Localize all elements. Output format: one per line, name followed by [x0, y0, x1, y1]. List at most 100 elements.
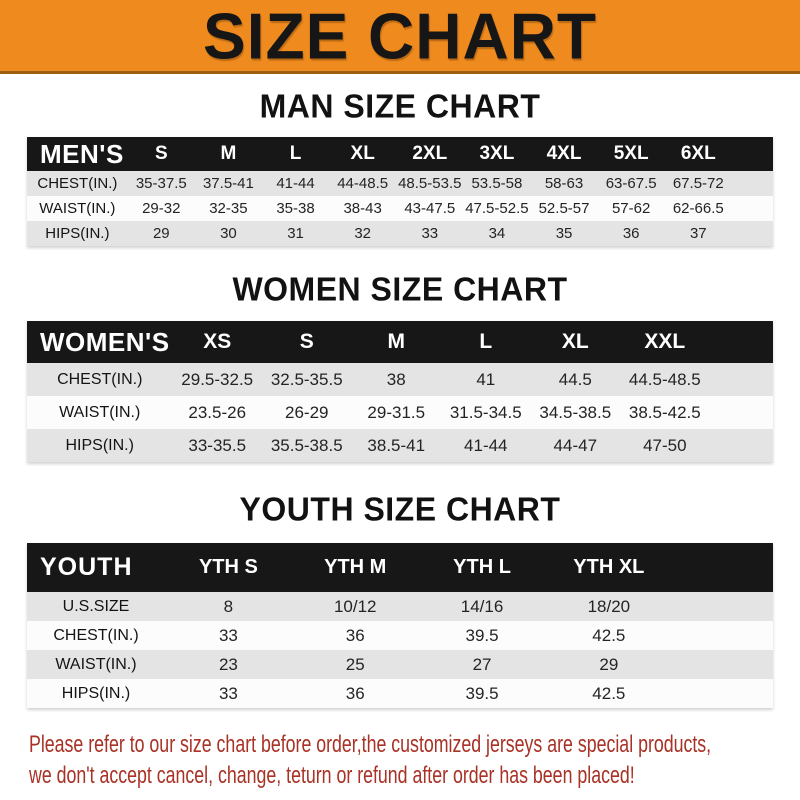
table-row: HIPS(IN.) 29 30 31 32 33 34 35 36 37	[27, 221, 773, 246]
size-column-header: 6XL	[664, 137, 732, 171]
size-value-cell: 39.5	[465, 683, 499, 703]
row-label: WAIST(IN.)	[55, 655, 137, 673]
size-value-cell: 14/16	[460, 596, 504, 616]
size-column-header: XL	[530, 321, 621, 363]
size-column-header: S	[261, 321, 352, 363]
size-column-header: M	[351, 321, 442, 363]
women-section-title: WOMEN SIZE CHART	[232, 270, 568, 308]
youth-section-title: YOUTH SIZE CHART	[239, 490, 561, 528]
row-label: HIPS(IN.)	[45, 225, 110, 242]
size-value-cell: 29	[599, 654, 619, 674]
size-value-cell: 42.5	[592, 683, 626, 703]
spacer-cell	[672, 621, 773, 650]
size-value-cell: 62-66.5	[672, 200, 724, 217]
size-value-cell: 26-29	[285, 402, 329, 422]
size-column-header: L	[441, 321, 531, 363]
table-row: CHEST(IN.) 33 36 39.5 42.5	[27, 621, 773, 650]
row-label: HIPS(IN.)	[61, 684, 131, 702]
banner: SIZE CHART	[0, 0, 800, 74]
size-value-cell: 25	[345, 654, 365, 674]
size-value-cell: 58-63	[544, 175, 584, 192]
size-value-cell: 10/12	[333, 596, 377, 616]
size-value-cell: 23	[218, 654, 238, 674]
size-column-header: YTH L	[418, 543, 546, 592]
size-value-cell: 38-43	[343, 200, 382, 217]
sections-container: MAN SIZE CHART MEN'S S M L XL 2XL 3XL 4XL 5XL 6XL C…	[0, 87, 800, 708]
size-value-cell: 41	[476, 369, 496, 389]
size-value-cell: 29.5-32.5	[181, 369, 254, 389]
size-value-cell: 32-35	[209, 200, 248, 217]
size-value-cell: 31.5-34.5	[449, 402, 522, 422]
size-value-cell: 67.5-72	[672, 175, 724, 192]
spacer-cell	[710, 396, 773, 429]
size-value-cell: 34	[488, 225, 506, 242]
youth-size-table: YOUTH YTH S YTH M YTH L YTH XL U.S.SIZE 8 10/12…	[27, 543, 773, 708]
men-table-label: MEN'S	[27, 137, 128, 171]
table-row: WAIST(IN.) 29-32 32-35 35-38 38-43 43-47.5 47.…	[27, 196, 773, 221]
size-column-header: L	[261, 137, 330, 171]
size-value-cell: 33	[218, 683, 238, 703]
size-value-cell: 47-50	[643, 435, 687, 455]
size-value-cell: 35	[555, 225, 573, 242]
men-size-section: MAN SIZE CHART MEN'S S M L XL 2XL 3XL 4XL 5XL 6XL C…	[0, 87, 800, 246]
spacer-cell	[709, 321, 773, 363]
size-value-cell: 57-62	[611, 200, 651, 217]
size-value-cell: 18/20	[587, 596, 631, 616]
size-column-header: XL	[329, 137, 397, 171]
size-column-header: S	[127, 137, 195, 171]
size-value-cell: 29	[152, 225, 170, 242]
size-value-cell: 34.5-38.5	[539, 402, 612, 422]
youth-header-row: YOUTH YTH S YTH M YTH L YTH XL	[27, 543, 773, 592]
size-value-cell: 38.5-42.5	[628, 402, 701, 422]
spacer-cell	[731, 137, 773, 171]
row-label: WAIST(IN.)	[39, 200, 116, 217]
row-label: CHEST(IN.)	[57, 370, 143, 388]
spacer-cell	[710, 363, 773, 396]
page-title: SIZE CHART	[203, 0, 597, 73]
size-value-cell: 41-44	[276, 175, 315, 192]
size-value-cell: 43-47.5	[404, 200, 456, 217]
size-value-cell: 36	[345, 625, 365, 645]
size-value-cell: 44-48.5	[337, 175, 389, 192]
table-row: CHEST(IN.) 29.5-32.5 32.5-35.5 38 41 44.5 44.5…	[27, 363, 773, 396]
row-label: CHEST(IN.)	[37, 175, 118, 192]
table-row: WAIST(IN.) 23.5-26 26-29 29-31.5 31.5-34.5 34…	[27, 396, 773, 429]
spacer-cell	[672, 592, 773, 621]
table-row: HIPS(IN.) 33 36 39.5 42.5	[27, 679, 773, 708]
size-column-header: XS	[172, 321, 262, 363]
size-value-cell: 38.5-41	[367, 435, 426, 455]
size-column-header: 4XL	[530, 137, 598, 171]
size-column-header: YTH M	[291, 543, 419, 592]
size-value-cell: 44.5-48.5	[628, 369, 701, 389]
size-value-cell: 35-37.5	[135, 175, 187, 192]
women-header-row: WOMEN'S XS S M L XL XXL	[27, 321, 773, 363]
size-value-cell: 23.5-26	[188, 402, 247, 422]
size-column-header: YTH XL	[545, 543, 673, 592]
youth-size-section: YOUTH SIZE CHART YOUTH YTH S YTH M YTH L YTH …	[0, 490, 800, 708]
row-label: CHEST(IN.)	[53, 626, 139, 644]
women-size-section: WOMEN SIZE CHART WOMEN'S XS S M L XL XXL CHEST(I…	[0, 270, 800, 462]
size-value-cell: 35.5-38.5	[270, 435, 343, 455]
row-label: WAIST(IN.)	[59, 403, 141, 421]
size-value-cell: 32.5-35.5	[270, 369, 343, 389]
row-label: HIPS(IN.)	[65, 436, 134, 454]
size-value-cell: 33	[421, 225, 439, 242]
footer-note: Please refer to our size chart before or…	[29, 729, 800, 791]
size-column-header: XXL	[620, 321, 710, 363]
size-column-header: 5XL	[597, 137, 665, 171]
size-value-cell: 44.5	[558, 369, 592, 389]
size-column-header: YTH S	[165, 543, 292, 592]
men-section-title: MAN SIZE CHART	[259, 87, 541, 125]
size-value-cell: 29-31.5	[367, 402, 426, 422]
size-value-cell: 42.5	[592, 625, 626, 645]
men-size-table: MEN'S S M L XL 2XL 3XL 4XL 5XL 6XL CHEST(IN.) 35-37…	[27, 137, 773, 246]
size-value-cell: 33-35.5	[188, 435, 247, 455]
size-value-cell: 36	[345, 683, 365, 703]
size-value-cell: 41-44	[464, 435, 508, 455]
row-label: U.S.SIZE	[62, 597, 130, 615]
spacer-cell	[732, 221, 773, 246]
size-value-cell: 30	[220, 225, 237, 242]
spacer-cell	[710, 429, 773, 462]
size-value-cell: 27	[472, 654, 492, 674]
